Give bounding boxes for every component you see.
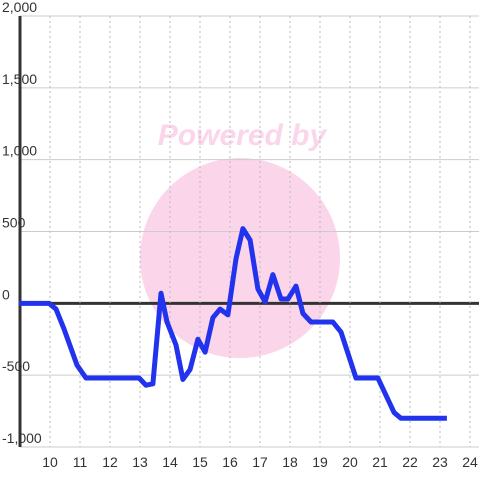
x-tick-label: 15 — [192, 454, 208, 470]
x-tick-label: 16 — [222, 454, 238, 470]
x-tick-label: 13 — [132, 454, 148, 470]
y-tick-label: -1,000 — [2, 430, 42, 446]
x-tick-label: 22 — [402, 454, 418, 470]
y-tick-label: 1,000 — [2, 143, 37, 159]
y-tick-label: 500 — [2, 215, 26, 231]
x-tick-label: 19 — [312, 454, 328, 470]
x-tick-label: 24 — [462, 454, 478, 470]
grid — [18, 15, 479, 448]
x-tick-label: 12 — [102, 454, 118, 470]
x-tick-label: 21 — [372, 454, 388, 470]
line — [19, 226, 447, 421]
watermark-circle — [140, 158, 340, 358]
x-tick-label: 14 — [162, 454, 178, 470]
y-tick-label: -500 — [2, 358, 30, 374]
x-tick-label: 11 — [73, 454, 88, 470]
x-tick-label: 17 — [252, 454, 268, 470]
y-tick-label: 1,500 — [2, 71, 37, 87]
x-tick-label: 20 — [342, 454, 358, 470]
plot — [19, 226, 447, 421]
y-tick-label: 2,000 — [2, 0, 37, 15]
y-tick-label: 0 — [2, 286, 10, 302]
x-tick-label: 10 — [42, 454, 58, 470]
x-tick-label: 23 — [432, 454, 448, 470]
x-tick-label: 18 — [282, 454, 298, 470]
watermark: Powered by — [158, 119, 328, 152]
